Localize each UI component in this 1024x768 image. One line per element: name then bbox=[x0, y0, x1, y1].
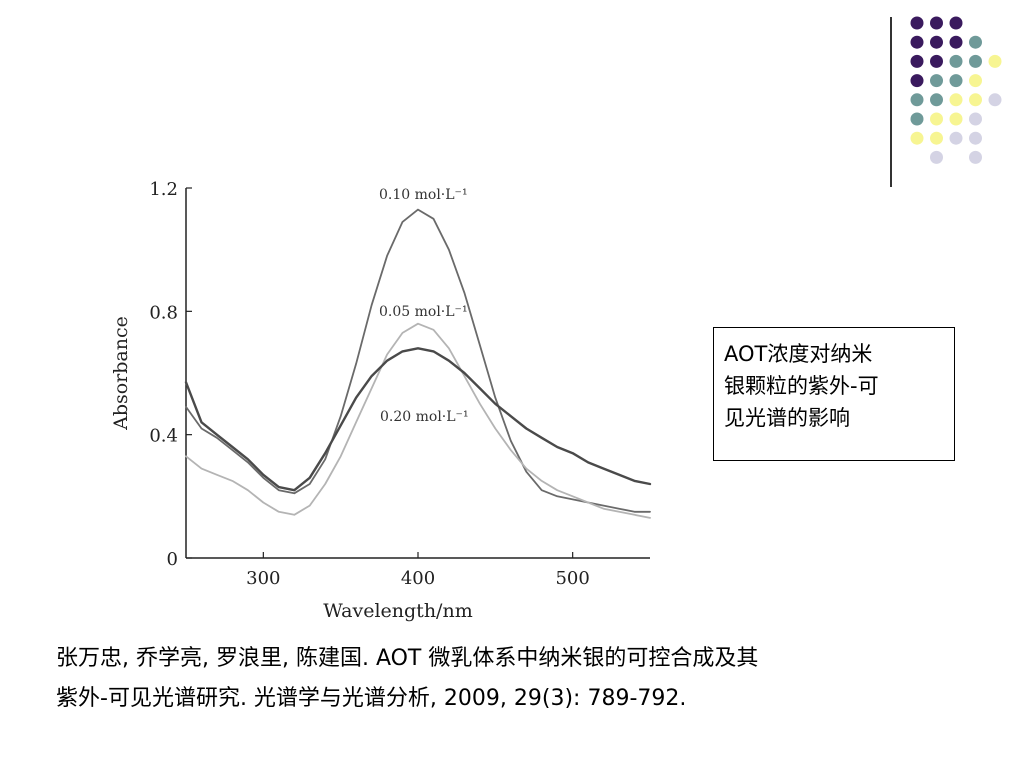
decorative-dot bbox=[949, 93, 963, 107]
absorbance-spectrum-chart: 300 400 500 0 0.4 0.8 1.2 Wavelength/nm Absorban… bbox=[110, 179, 652, 622]
decorative-dot bbox=[949, 74, 963, 88]
series-line bbox=[184, 347, 652, 492]
y-axis-label: Absorbance bbox=[110, 316, 132, 431]
decorative-dot bbox=[949, 112, 963, 126]
decorative-dot bbox=[910, 74, 924, 88]
decorative-dot bbox=[969, 112, 982, 126]
chart-label-layer: 0.10 mol·L⁻¹ 0.05 mol·L⁻¹ 0.20 mol·L⁻¹ bbox=[379, 187, 469, 425]
decorative-dot bbox=[969, 35, 982, 49]
series-line bbox=[185, 208, 651, 513]
citation-line-2: 紫外-可见光谱研究. 光谱学与光谱分析, 2009, 29(3): 789-79… bbox=[56, 686, 687, 711]
decorative-dot bbox=[949, 16, 963, 30]
x-tick-label: 500 bbox=[555, 568, 589, 589]
series-line bbox=[185, 322, 651, 519]
decorative-dot bbox=[930, 74, 943, 88]
decorative-dot bbox=[930, 93, 943, 107]
series-annotation: 0.20 mol·L⁻¹ bbox=[380, 409, 469, 425]
decorative-dot bbox=[910, 16, 924, 30]
decorative-dot bbox=[969, 54, 982, 68]
y-tick-label: 1.2 bbox=[149, 179, 178, 200]
caption-box: AOT浓度对纳米 银颗粒的紫外-可 见光谱的影响 bbox=[713, 327, 955, 461]
decorative-dot bbox=[910, 112, 924, 126]
decorative-dot bbox=[930, 35, 943, 49]
decorative-dot bbox=[910, 54, 924, 68]
caption-line-2: 银颗粒的紫外-可 bbox=[724, 374, 879, 398]
chart-series-layer bbox=[184, 208, 652, 519]
y-tick-label: 0.4 bbox=[149, 426, 178, 447]
decorative-divider-line bbox=[890, 17, 892, 187]
series-annotation: 0.05 mol·L⁻¹ bbox=[379, 304, 468, 320]
citation-line-1: 张万忠, 乔学亮, 罗浪里, 陈建国. AOT 微乳体系中纳米银的可控合成及其 bbox=[56, 646, 759, 671]
decorative-dot bbox=[930, 150, 943, 164]
y-tick-label: 0 bbox=[167, 549, 178, 570]
x-tick-label: 300 bbox=[246, 568, 280, 589]
decorative-dot bbox=[969, 74, 982, 88]
decorative-dot bbox=[910, 35, 924, 49]
decorative-dot bbox=[910, 131, 924, 145]
decorative-dot bbox=[949, 35, 963, 49]
caption-line-1: AOT浓度对纳米 bbox=[724, 342, 873, 366]
chart-axes: 300 400 500 0 0.4 0.8 1.2 Wavelength/nm Absorban… bbox=[110, 179, 650, 622]
decorative-dot bbox=[949, 54, 963, 68]
decorative-dot bbox=[988, 54, 1002, 68]
decorative-dot bbox=[930, 131, 943, 145]
x-axis-label: Wavelength/nm bbox=[323, 600, 472, 622]
citation-text: 张万忠, 乔学亮, 罗浪里, 陈建国. AOT 微乳体系中纳米银的可控合成及其 … bbox=[56, 639, 976, 719]
decorative-dot bbox=[969, 150, 982, 164]
decorative-dot bbox=[969, 131, 982, 145]
decorative-dot bbox=[969, 93, 982, 107]
decorative-dot bbox=[930, 112, 943, 126]
caption-line-3: 见光谱的影响 bbox=[724, 406, 850, 430]
decorative-dot bbox=[988, 93, 1002, 107]
decorative-dot bbox=[910, 93, 924, 107]
y-tick-label: 0.8 bbox=[149, 302, 178, 323]
decorative-dot bbox=[930, 54, 943, 68]
series-annotation: 0.10 mol·L⁻¹ bbox=[379, 187, 468, 203]
x-tick-label: 400 bbox=[401, 568, 435, 589]
decorative-dot bbox=[949, 131, 963, 145]
decorative-dot bbox=[930, 16, 943, 30]
